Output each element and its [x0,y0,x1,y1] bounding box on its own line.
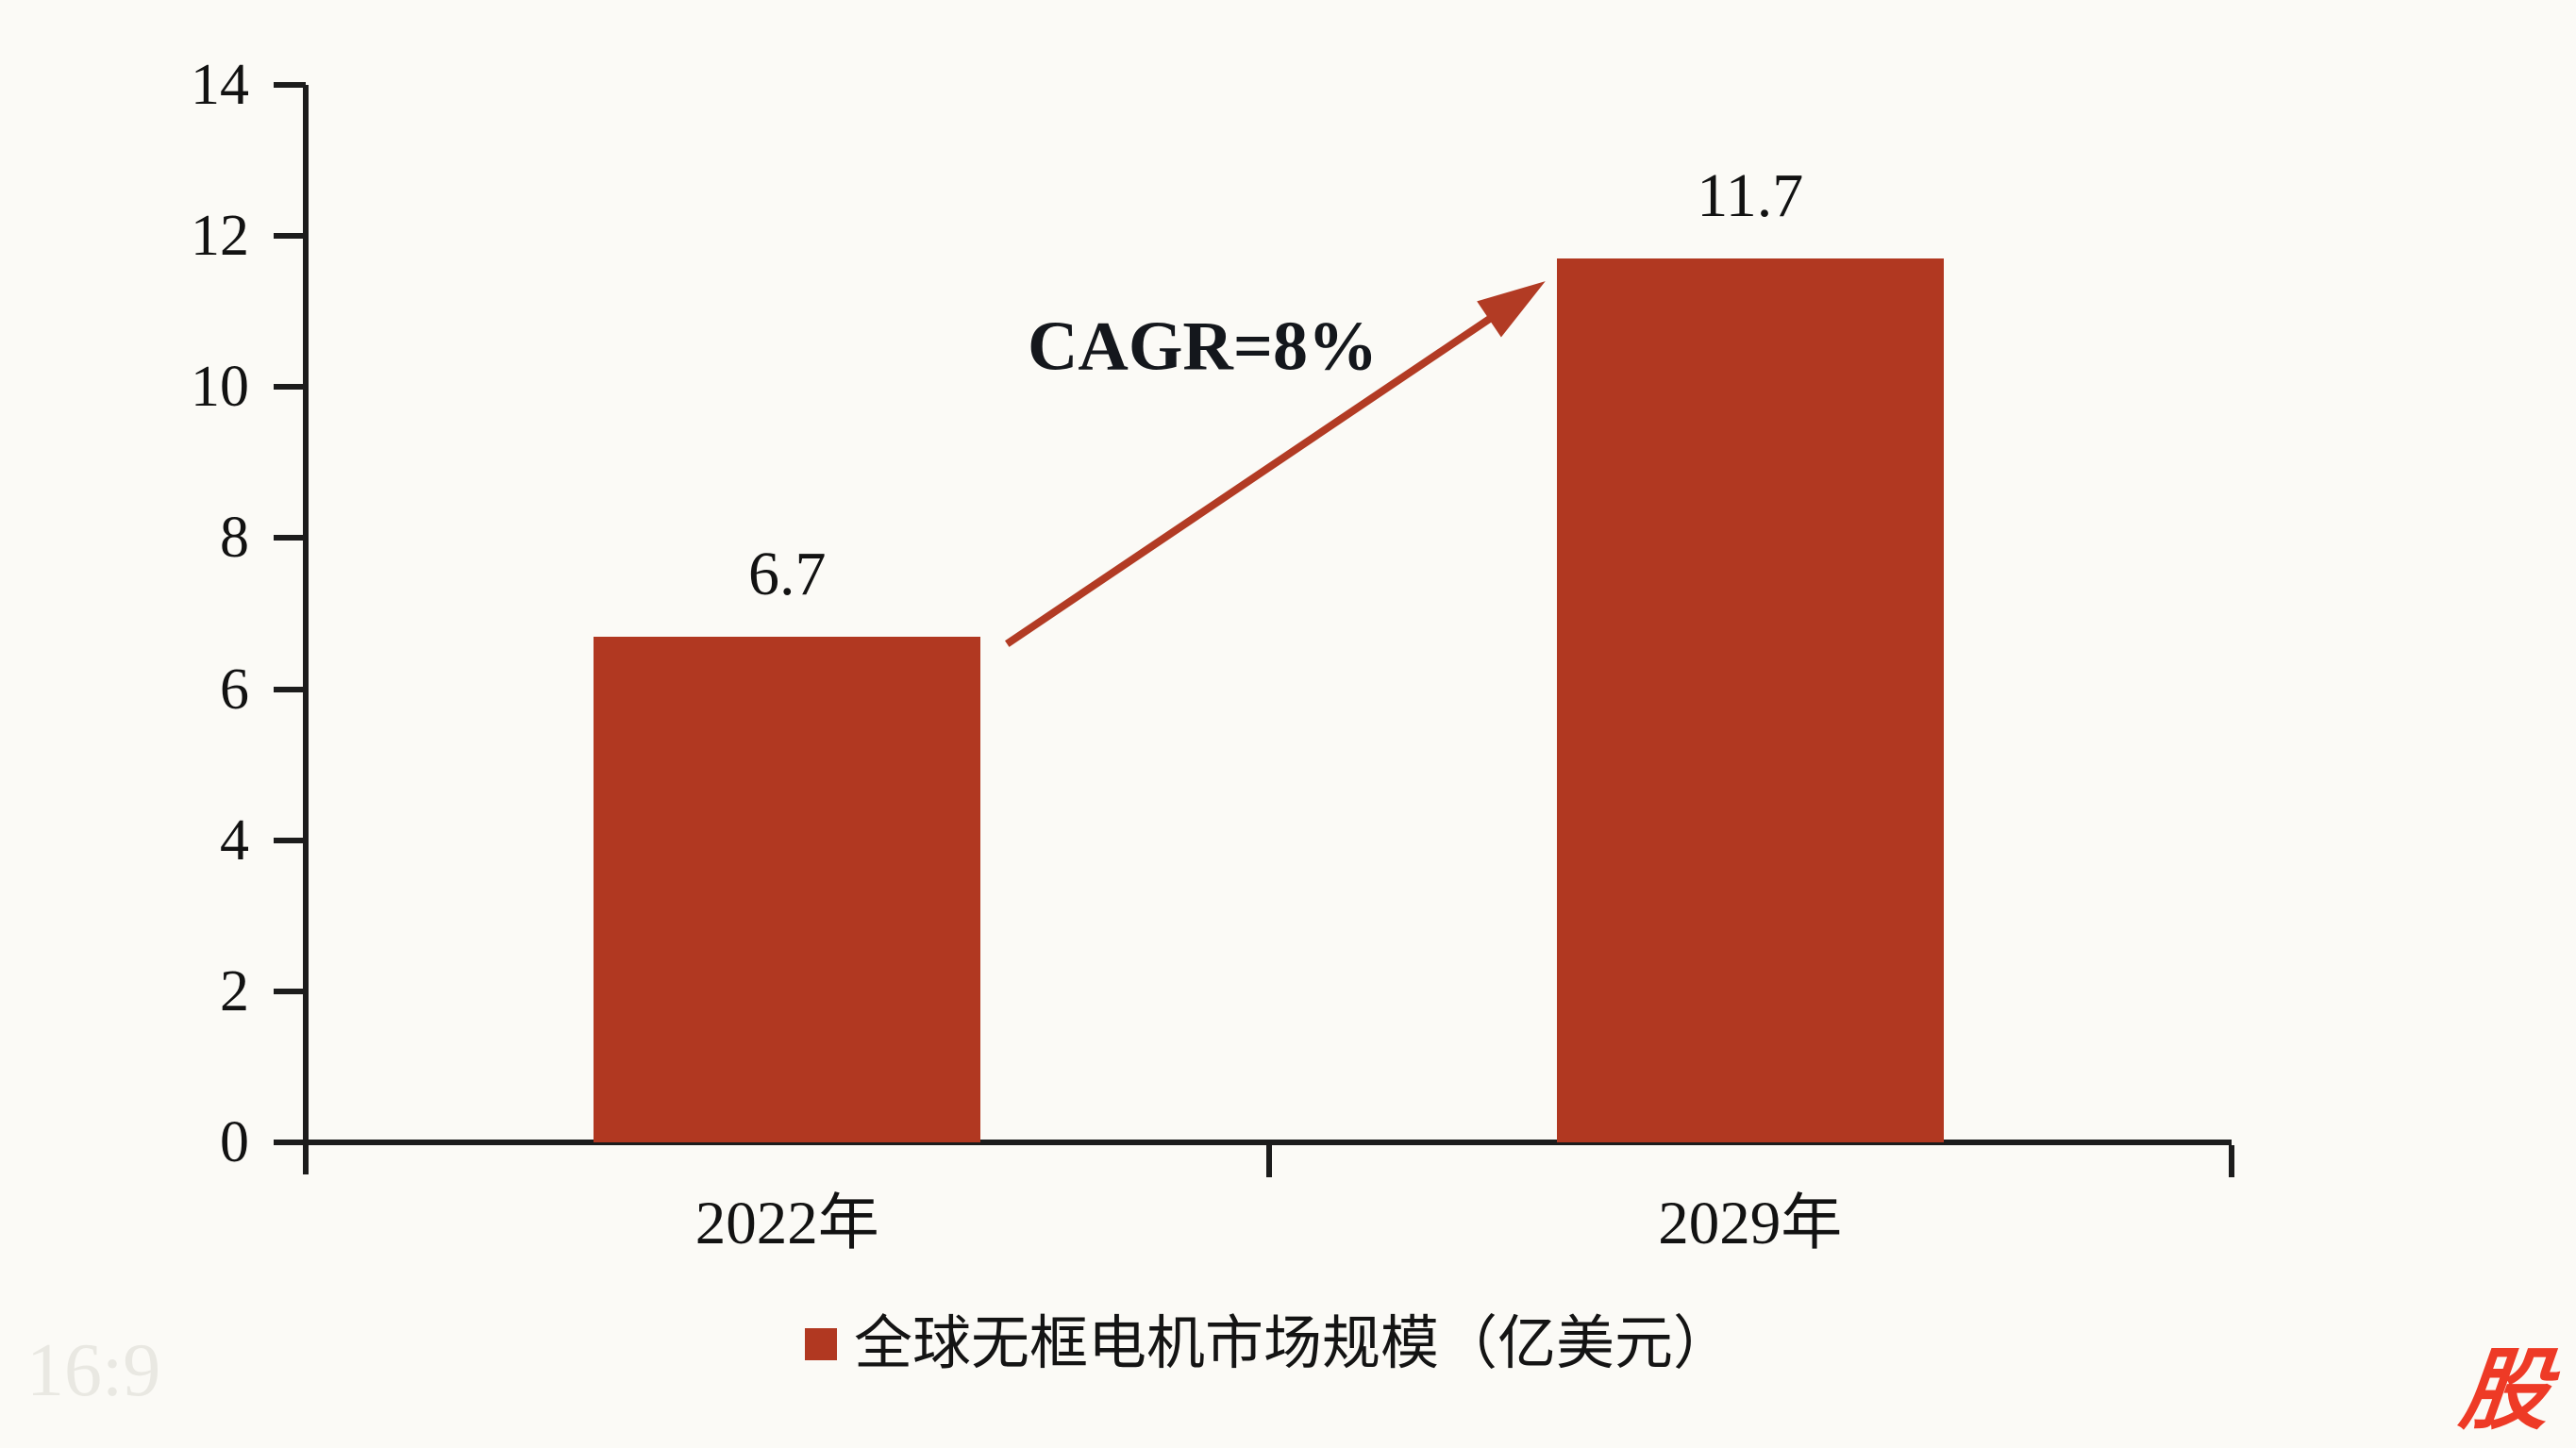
bar-2029年 [1556,258,1944,1142]
legend-series-label: 全球无框电机市场规模（亿美元） [853,1311,1732,1376]
y-tick-label: 2 [220,958,249,1024]
y-tick-mark [274,82,306,88]
y-tick-label: 6 [220,657,249,722]
growth-arrow-head [1477,281,1546,338]
y-tick-label: 10 [191,355,249,420]
x-category-label: 2029年 [1658,1190,1843,1257]
y-tick-mark [274,988,306,994]
logo-gu-character: 股 [2455,1340,2555,1440]
x-category-label: 2022年 [694,1190,879,1257]
y-tick-label: 14 [191,53,249,117]
y-tick-label: 8 [220,506,249,571]
y-tick-mark [274,535,306,541]
y-tick-label: 0 [220,1110,249,1174]
y-axis [303,85,309,1174]
bar-2022年 [594,636,981,1142]
bar-value-label: 6.7 [748,539,827,608]
y-tick-mark [274,686,306,692]
aspect-ratio-watermark: 16:9 [26,1329,161,1412]
legend: 全球无框电机市场规模（亿美元） [804,1309,1732,1379]
y-tick-label: 4 [220,807,249,873]
x-tick-mark [1265,1145,1272,1177]
y-tick-mark [274,1140,306,1145]
legend-square-marker-icon [804,1328,837,1360]
y-tick-mark [274,384,306,391]
bar-value-label: 11.7 [1697,161,1804,231]
y-tick-mark [274,233,306,240]
x-axis [306,1140,2232,1145]
growth-arrow-line [1005,310,1499,647]
y-tick-label: 12 [191,204,249,269]
y-tick-mark [274,837,306,843]
x-tick-mark [2229,1145,2234,1177]
cagr-annotation-label: CAGR=8% [1027,308,1379,386]
